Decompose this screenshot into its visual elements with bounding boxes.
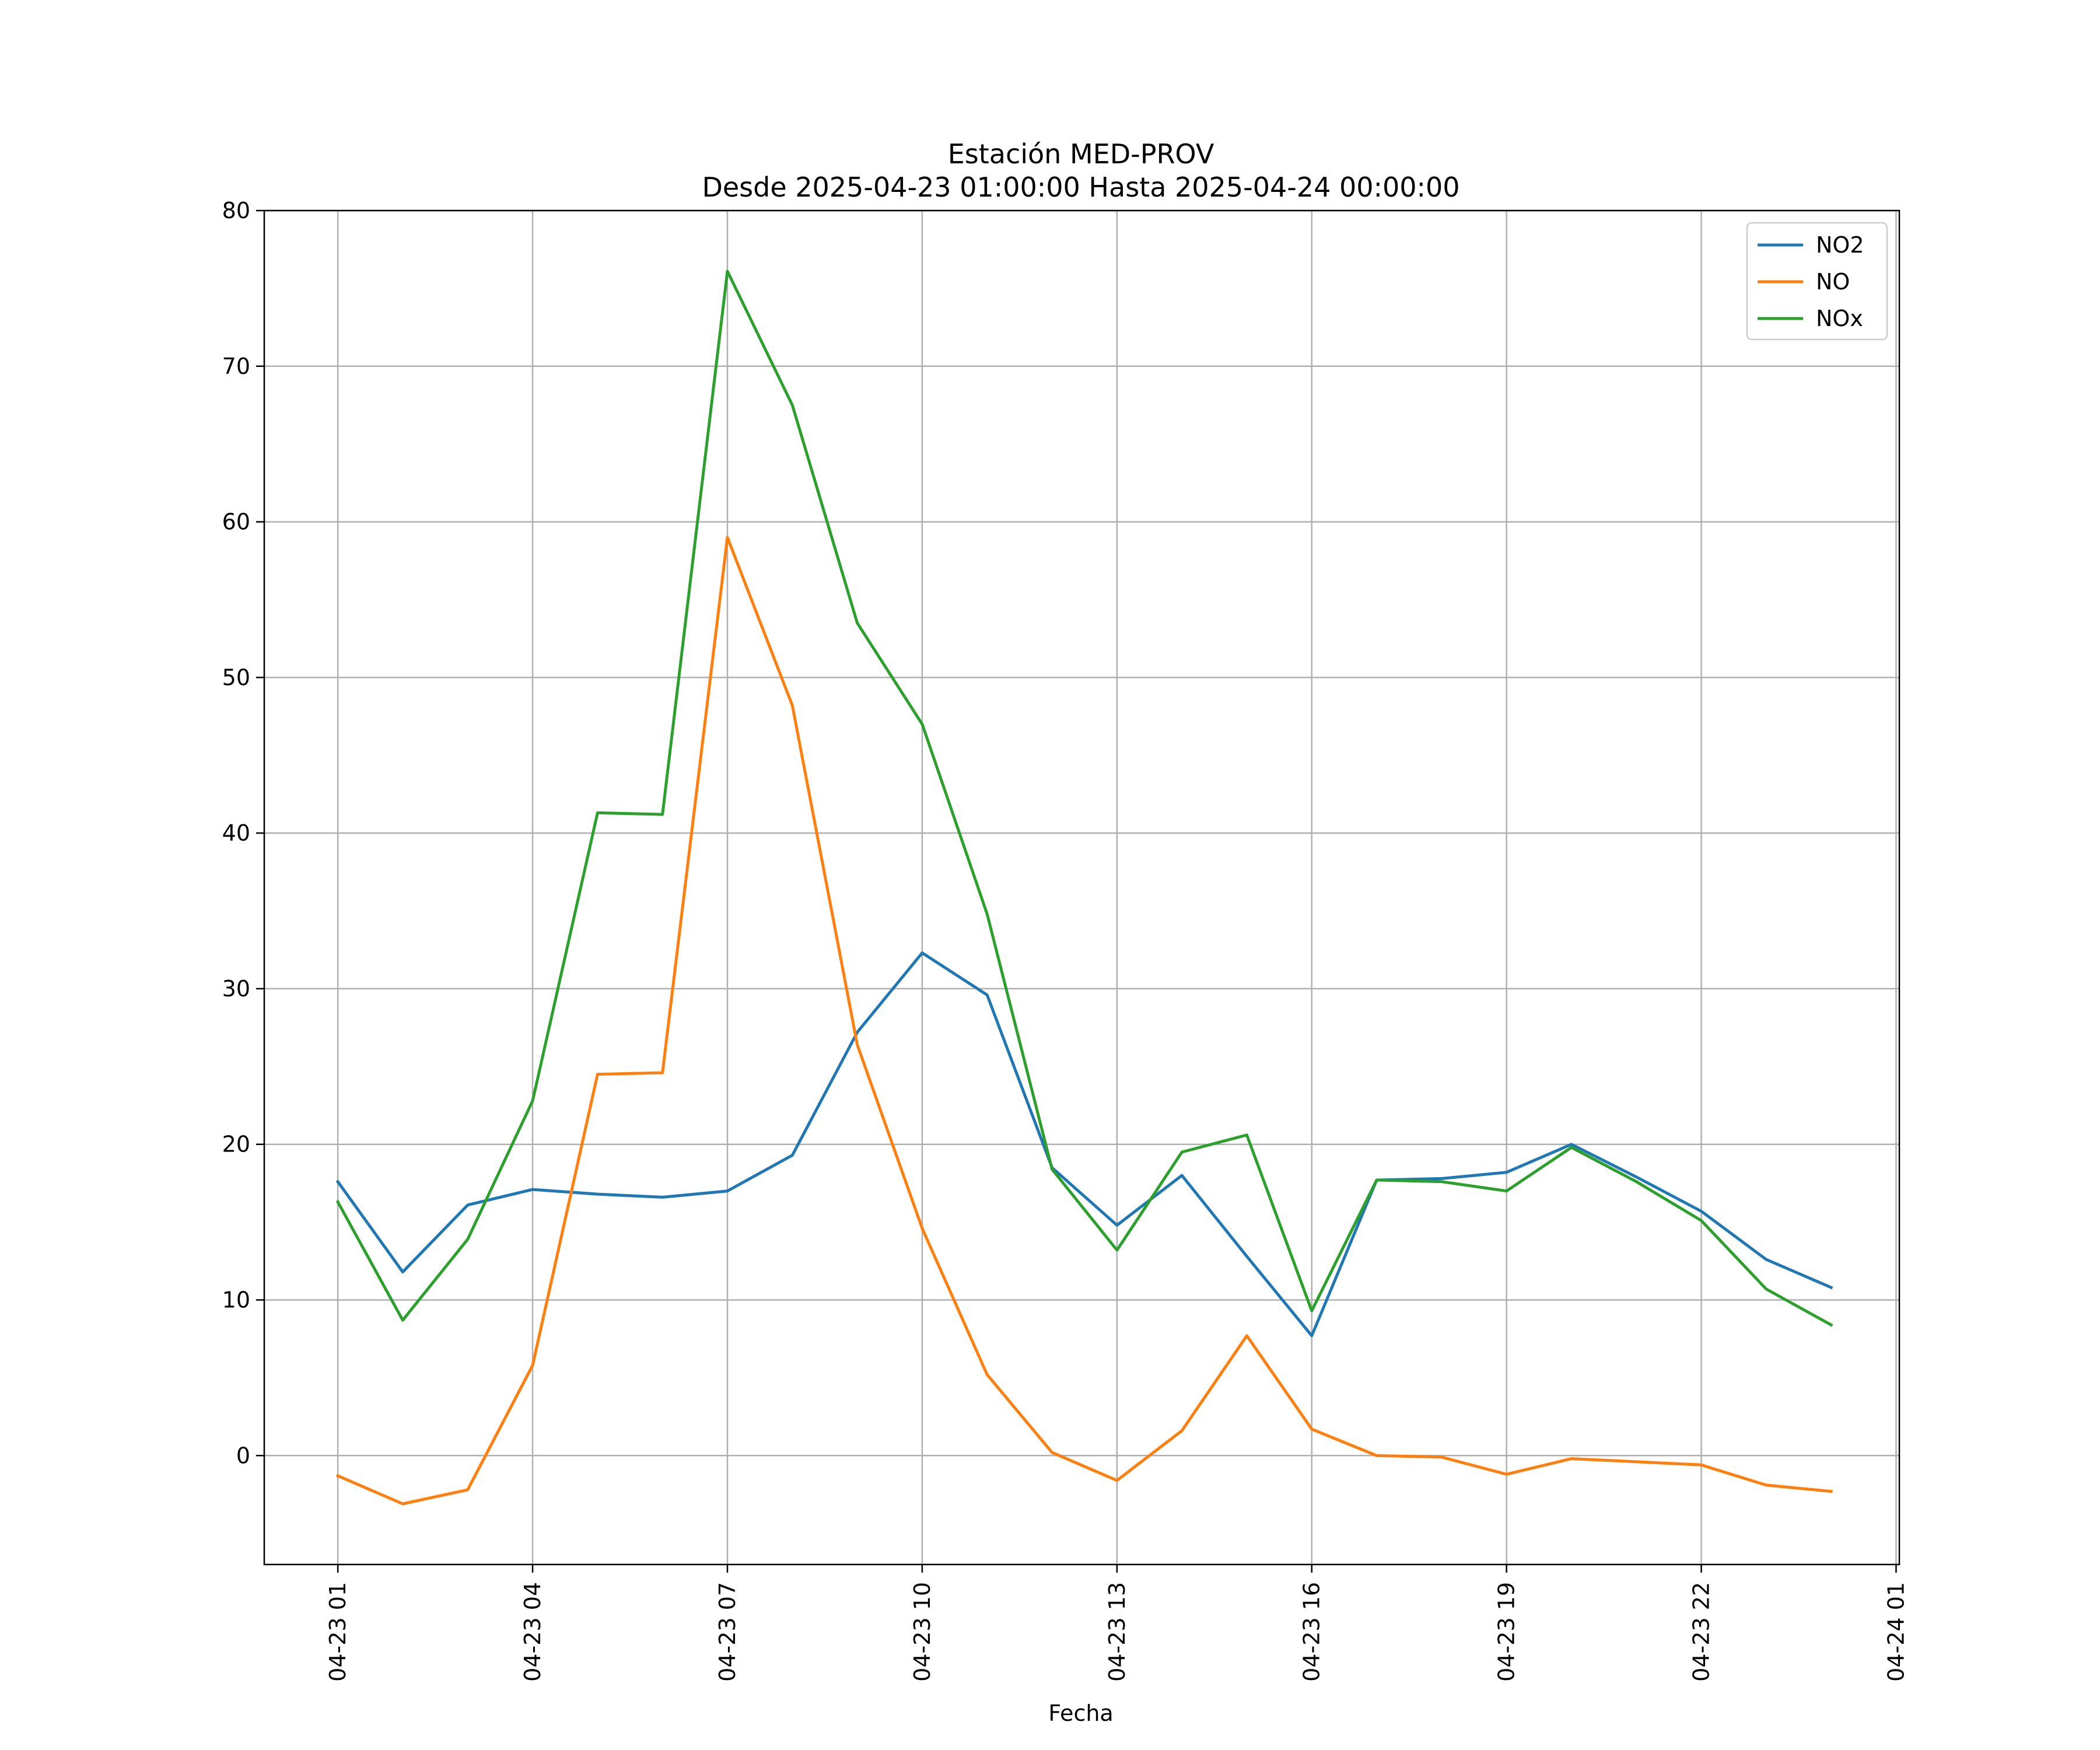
legend-box xyxy=(1746,222,1888,341)
chart-subtitle: Desde 2025-04-23 01:00:00 Hasta 2025-04-… xyxy=(702,172,1460,203)
x-axis-label: Fecha xyxy=(1048,1700,1113,1726)
y-tick-label: 30 xyxy=(222,976,250,1002)
series-lines xyxy=(335,270,1833,1506)
plot-frame xyxy=(263,209,1901,1566)
chart-title: Estación MED-PROV xyxy=(948,138,1214,170)
x-tick-label: 04-23 04 xyxy=(520,1582,545,1682)
x-tick-label: 04-23 13 xyxy=(1104,1582,1130,1682)
x-axis-ticks: 04-23 01 04-23 04 04-23 07 04-23 10 04-23 13… xyxy=(325,1564,1909,1682)
y-tick-label: 20 xyxy=(222,1132,250,1157)
y-tick-label: 60 xyxy=(222,509,250,535)
y-tick-label: 50 xyxy=(222,664,250,690)
y-tick-label: 0 xyxy=(236,1443,250,1468)
legend-label-no2: NO2 xyxy=(1816,232,1864,258)
x-tick-label: 04-23 07 xyxy=(715,1582,740,1682)
x-tick-label: 04-24 01 xyxy=(1883,1582,1909,1682)
y-tick-label: 80 xyxy=(222,198,250,223)
series-line-no2 xyxy=(335,951,1833,1338)
x-tick-label: 04-23 22 xyxy=(1689,1582,1714,1682)
x-tick-label: 04-23 16 xyxy=(1299,1582,1325,1682)
y-tick-label: 10 xyxy=(222,1287,250,1312)
series-line-nox xyxy=(335,270,1833,1327)
x-tick-label: 04-23 19 xyxy=(1494,1582,1520,1682)
legend-label-no: NO xyxy=(1816,269,1850,295)
y-tick-label: 40 xyxy=(222,820,250,846)
legend-label-nox: NOx xyxy=(1816,306,1863,331)
y-tick-label: 70 xyxy=(222,354,250,379)
grid xyxy=(264,209,1899,1564)
x-tick-label: 04-23 10 xyxy=(909,1582,935,1682)
series-line-no xyxy=(335,536,1833,1506)
legend: NO2 NO NOx xyxy=(1746,222,1888,341)
plot-area xyxy=(264,211,1899,1564)
x-tick-label: 04-23 01 xyxy=(325,1582,351,1682)
y-axis-ticks: 0 10 20 30 40 50 60 70 80 xyxy=(222,198,264,1468)
